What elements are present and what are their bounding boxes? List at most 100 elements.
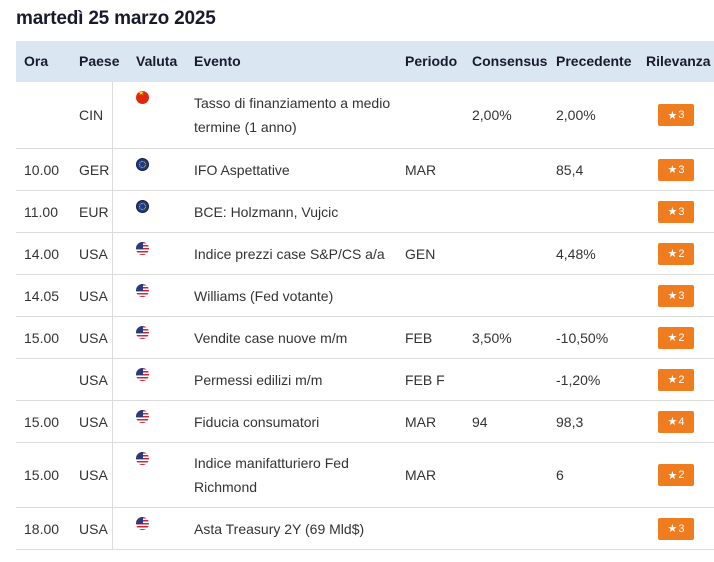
cell-paese: USA <box>79 329 108 346</box>
table-row[interactable]: 15.00 USA Fiducia consumatori MAR 94 98,3 ★ 4 <box>16 401 714 443</box>
cell-precedente: 2,00% <box>556 107 596 123</box>
cell-periodo: MAR <box>405 467 437 483</box>
relevance-badge: ★ 2 <box>658 368 694 391</box>
us-flag-icon <box>136 452 149 465</box>
relevance-badge: ★ 3 <box>658 104 694 126</box>
cell-evento: Fiducia consumatori <box>194 413 320 430</box>
cell-ora: 15.00 <box>24 467 60 483</box>
cell-evento: Williams (Fed votante) <box>194 287 334 304</box>
relevance-value: 3 <box>678 289 685 302</box>
header-precedente: Precedente <box>556 53 632 69</box>
star-icon: ★ <box>667 290 678 302</box>
cell-evento: Permessi edilizi m/m <box>194 371 323 388</box>
relevance-value: 3 <box>678 522 685 535</box>
cell-consensus: 94 <box>472 413 488 430</box>
relevance-badge: ★ 4 <box>658 410 694 433</box>
cell-ora: 14.05 <box>24 287 60 304</box>
cell-paese: USA <box>79 245 108 262</box>
cell-consensus: 2,00% <box>472 107 512 123</box>
relevance-badge: ★ 2 <box>658 242 694 265</box>
relevance-badge: ★ 2 <box>658 326 694 349</box>
us-flag-icon <box>136 517 149 530</box>
relevance-badge: ★ 3 <box>658 158 694 181</box>
relevance-value: 3 <box>678 205 685 218</box>
relevance-badge: ★ 3 <box>658 284 694 307</box>
cell-precedente: -1,20% <box>556 371 601 388</box>
cell-evento: Vendite case nuove m/m <box>194 329 348 346</box>
cell-evento: Tasso di finanziamento a medio termine (… <box>194 95 391 135</box>
eu-flag-icon <box>136 200 149 213</box>
china-flag-icon <box>136 91 149 104</box>
table-row[interactable]: 15.00 USA Indice manifatturiero Fed Richmo… <box>16 443 714 508</box>
economic-calendar-table: Ora Paese Valuta Evento Periodo Consensu… <box>16 41 714 550</box>
table-row[interactable]: 14.05 USA Williams (Fed votante) ★ 3 <box>16 275 714 317</box>
cell-ora: 10.00 <box>24 161 60 178</box>
table-row[interactable]: 10.00 GER IFO Aspettative MAR 85,4 ★ 3 <box>16 149 714 191</box>
table-row[interactable]: CIN Tasso di finanziamento a medio termin… <box>16 82 714 149</box>
relevance-value: 3 <box>678 163 685 176</box>
cell-paese: USA <box>79 371 108 388</box>
table-row[interactable]: 11.00 EUR BCE: Holzmann, Vujcic ★ 3 <box>16 191 714 233</box>
us-flag-icon <box>136 284 149 297</box>
cell-paese: USA <box>79 520 108 537</box>
cell-paese: USA <box>79 287 108 304</box>
table-row[interactable]: 14.00 USA Indice prezzi case S&P/CS a/a GEN… <box>16 233 714 275</box>
cell-precedente: 85,4 <box>556 161 584 178</box>
table-row[interactable]: USA Permessi edilizi m/m FEB F -1,20% ★ 2 <box>16 359 714 401</box>
relevance-value: 2 <box>678 247 685 260</box>
cell-precedente: 6 <box>556 467 564 483</box>
cell-periodo: FEB <box>405 329 433 346</box>
cell-ora: 14.00 <box>24 245 60 262</box>
relevance-value: 2 <box>678 331 685 344</box>
cell-evento: IFO Aspettative <box>194 161 290 178</box>
relevance-badge: ★ 3 <box>658 200 694 223</box>
cell-ora: 11.00 <box>24 203 58 220</box>
cell-precedente: 98,3 <box>556 413 584 430</box>
cell-paese: CIN <box>79 107 104 123</box>
header-evento: Evento <box>194 53 241 69</box>
cell-evento: Indice manifatturiero Fed Richmond <box>194 455 349 495</box>
star-icon: ★ <box>667 164 678 176</box>
header-ora: Ora <box>24 53 49 69</box>
cell-consensus: 3,50% <box>472 329 512 346</box>
cell-ora: 15.00 <box>24 329 60 346</box>
table-body: CIN Tasso di finanziamento a medio termin… <box>16 82 714 550</box>
relevance-badge: ★ 2 <box>658 464 694 486</box>
us-flag-icon <box>136 242 149 255</box>
table-row[interactable]: 18.00 USA Asta Treasury 2Y (69 Mld$) ★ 3 <box>16 508 714 550</box>
star-icon: ★ <box>667 523 678 535</box>
us-flag-icon <box>136 410 149 423</box>
table-header: Ora Paese Valuta Evento Periodo Consensu… <box>16 41 714 82</box>
us-flag-icon <box>136 368 149 381</box>
cell-periodo: GEN <box>405 245 436 262</box>
cell-precedente: -10,50% <box>556 329 609 346</box>
header-periodo: Periodo <box>405 53 458 69</box>
star-icon: ★ <box>667 206 678 218</box>
header-rilevanza: Rilevanza <box>646 53 711 69</box>
star-icon: ★ <box>667 374 678 386</box>
star-icon: ★ <box>667 469 678 482</box>
us-flag-icon <box>136 326 149 339</box>
cell-precedente: 4,48% <box>556 245 596 262</box>
cell-evento: Asta Treasury 2Y (69 Mld$) <box>194 520 365 537</box>
cell-paese: USA <box>79 467 108 483</box>
star-icon: ★ <box>667 332 678 344</box>
header-paese: Paese <box>79 53 120 69</box>
cell-periodo: MAR <box>405 161 437 178</box>
star-icon: ★ <box>667 416 678 428</box>
cell-paese: GER <box>79 161 110 178</box>
header-consensus: Consensus <box>472 53 548 69</box>
relevance-value: 4 <box>678 415 685 428</box>
cell-periodo: FEB F <box>405 371 445 388</box>
table-row[interactable]: 15.00 USA Vendite case nuove m/m FEB 3,50% -1… <box>16 317 714 359</box>
relevance-badge: ★ 3 <box>658 517 694 540</box>
column-divider <box>112 82 113 550</box>
star-icon: ★ <box>667 248 678 260</box>
eu-flag-icon <box>136 158 149 171</box>
relevance-value: 2 <box>678 469 685 481</box>
star-icon: ★ <box>667 109 678 122</box>
relevance-value: 3 <box>678 109 685 121</box>
relevance-value: 2 <box>678 373 685 386</box>
header-valuta: Valuta <box>136 53 178 69</box>
cell-ora: 15.00 <box>24 413 60 430</box>
